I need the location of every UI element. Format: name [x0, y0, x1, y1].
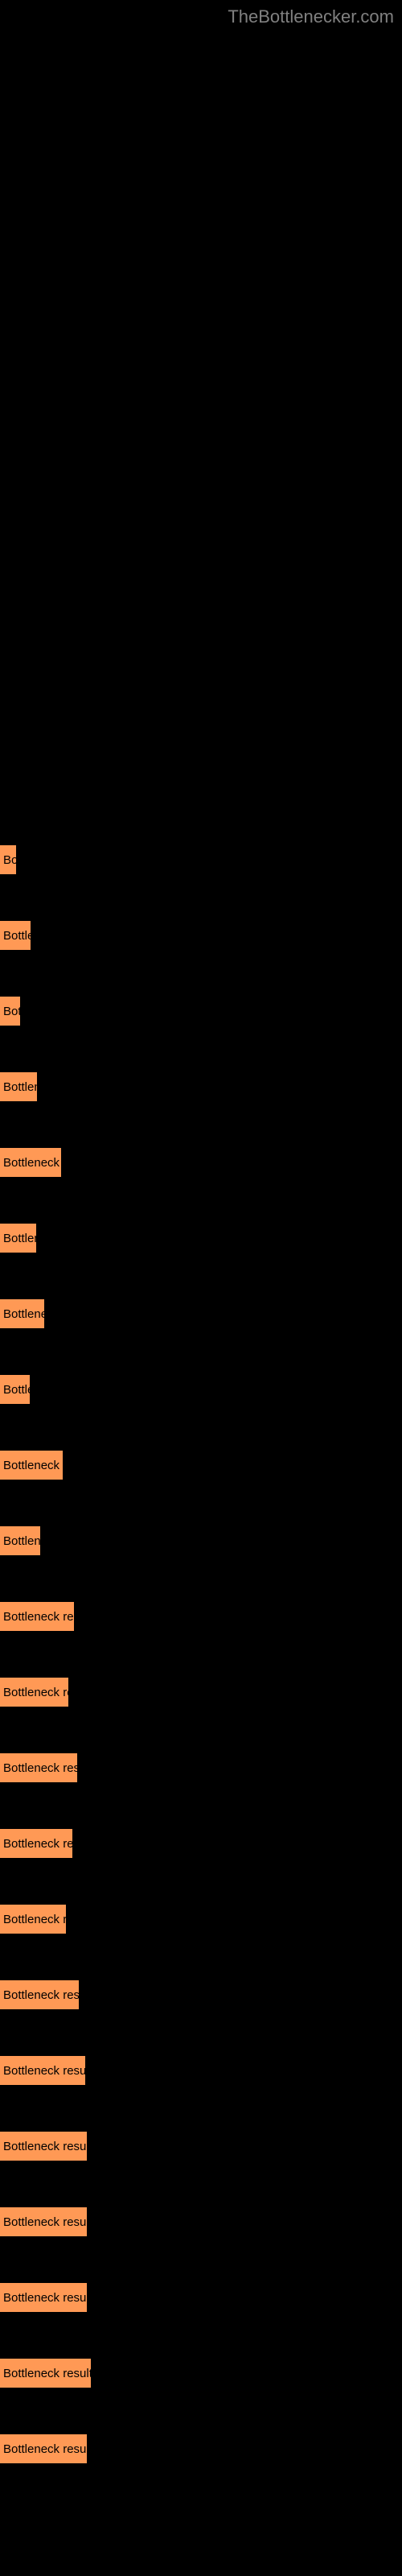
- bar: Bottlen: [0, 1375, 30, 1404]
- bar-item: Bottleneck re: [0, 1451, 402, 1480]
- bar: Bottleneck resu: [0, 1905, 66, 1934]
- bar-label: Bottleneck result: [3, 2291, 87, 2305]
- bar-label: Bott: [3, 1005, 20, 1018]
- bar: Bottleneck result: [0, 1753, 77, 1782]
- bar-item: Bottlen: [0, 1375, 402, 1404]
- bar-item: Bottleneck result: [0, 2132, 402, 2161]
- bar-item: Bottleneck re: [0, 1148, 402, 1177]
- bar: Bottleneck re: [0, 1451, 63, 1480]
- bar-item: Bottleneck result: [0, 2056, 402, 2085]
- bar-item: Bottleneck: [0, 1299, 402, 1328]
- bar-item: Bottlene: [0, 921, 402, 950]
- bar: Bottleneck result: [0, 2359, 91, 2388]
- bar: Bottlenec: [0, 1072, 37, 1101]
- bar-label: Bottleneck result: [3, 1686, 68, 1699]
- bar-item: Bottleneck result: [0, 2207, 402, 2236]
- bar: Bottleneck result: [0, 1829, 72, 1858]
- bar-label: Bottlene: [3, 929, 31, 943]
- bar-label: Bottleneck result: [3, 2215, 87, 2229]
- bar-item: Bottleneck result: [0, 2434, 402, 2463]
- bar: Bottlened: [0, 1224, 36, 1253]
- bar-label: Bottleneck result: [3, 1837, 72, 1851]
- bar-item: Bo: [0, 845, 402, 874]
- bar-label: Bottleneck result f: [3, 1610, 74, 1624]
- bar-label: Bo: [3, 853, 16, 867]
- bar-label: Bottleneck result: [3, 1761, 77, 1775]
- bar: Bottlenec: [0, 1526, 40, 1555]
- bar-item: Bottleneck resu: [0, 1905, 402, 1934]
- bar-item: Bottlenec: [0, 1526, 402, 1555]
- bar-label: Bottlen: [3, 1383, 30, 1397]
- bar-label: Bottlenec: [3, 1534, 40, 1548]
- bar-item: Bott: [0, 997, 402, 1026]
- bar: Bottleneck re: [0, 1148, 61, 1177]
- bar: Bottleneck result f: [0, 1602, 74, 1631]
- bar-label: Bottlenec: [3, 1080, 37, 1094]
- bar-item: Bottleneck result: [0, 1753, 402, 1782]
- bar: Bottleneck result: [0, 1678, 68, 1707]
- bar-label: Bottleneck re: [3, 1459, 63, 1472]
- bar-item: Bottlenec: [0, 1072, 402, 1101]
- bar: Bottleneck result: [0, 1980, 79, 2009]
- bar: Bott: [0, 997, 20, 1026]
- bar: Bo: [0, 845, 16, 874]
- bar-item: Bottleneck result: [0, 1980, 402, 2009]
- bar-item: Bottleneck result: [0, 1829, 402, 1858]
- bar-item: Bottleneck result: [0, 2283, 402, 2312]
- bar: Bottleneck result: [0, 2056, 85, 2085]
- bar: Bottleneck: [0, 1299, 44, 1328]
- watermark-text: TheBottlenecker.com: [228, 6, 394, 27]
- bar-label: Bottleneck result: [3, 2367, 91, 2380]
- bar: Bottlene: [0, 921, 31, 950]
- bar-label: Bottleneck result: [3, 2442, 87, 2456]
- bar-label: Bottleneck resu: [3, 1913, 66, 1926]
- bar-item: Bottleneck result: [0, 1678, 402, 1707]
- bar-item: Bottlened: [0, 1224, 402, 1253]
- bar-label: Bottleneck: [3, 1307, 44, 1321]
- bar-item: Bottleneck result f: [0, 1602, 402, 1631]
- bar-label: Bottleneck result: [3, 2064, 85, 2078]
- bar-label: Bottleneck re: [3, 1156, 61, 1170]
- bar: Bottleneck result: [0, 2434, 87, 2463]
- bar-item: Bottleneck result: [0, 2359, 402, 2388]
- bar: Bottleneck result: [0, 2207, 87, 2236]
- bar-label: Bottleneck result: [3, 2140, 87, 2153]
- bar-label: Bottleneck result: [3, 1988, 79, 2002]
- bar-label: Bottlened: [3, 1232, 36, 1245]
- bar: Bottleneck result: [0, 2132, 87, 2161]
- bar-chart: Bo Bottlene Bott Bottlenec Bottleneck re Bott…: [0, 845, 402, 2510]
- bar: Bottleneck result: [0, 2283, 87, 2312]
